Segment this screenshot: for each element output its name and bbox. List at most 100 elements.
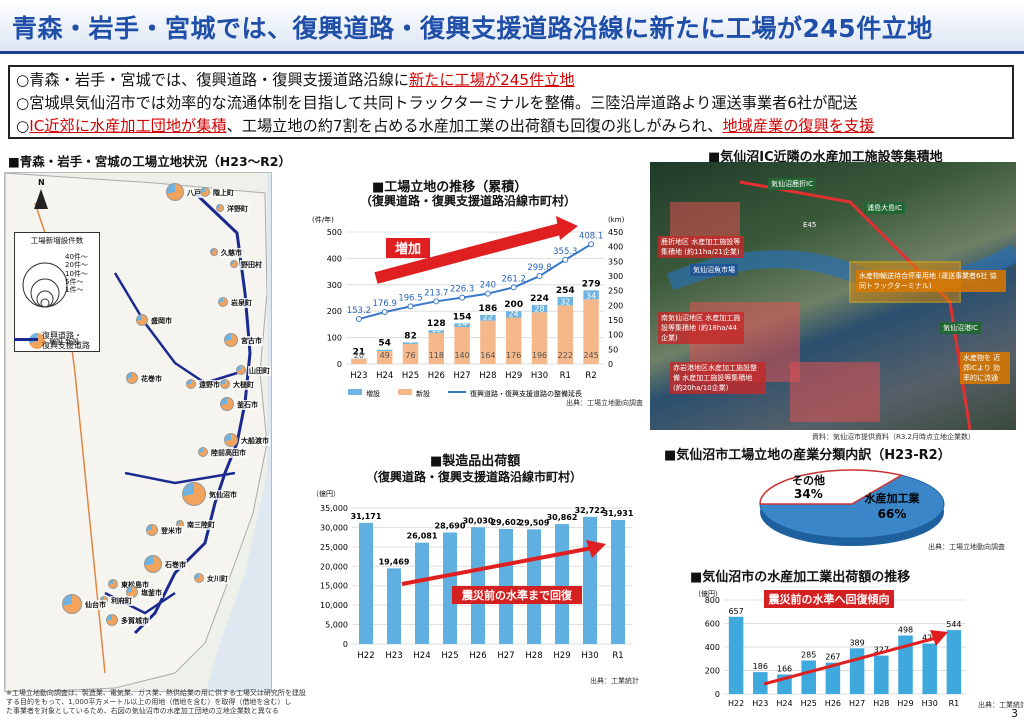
y-tick: 30,000	[320, 523, 348, 532]
y-tick: 15,000	[320, 582, 348, 591]
city-label: 塩釜市	[140, 588, 163, 598]
line-label: 408.1	[579, 231, 603, 241]
city-pie-icon	[224, 333, 238, 347]
x-tick: H29	[553, 651, 570, 661]
city-pie-icon	[220, 379, 230, 389]
city-label: 大船渡市	[240, 436, 270, 446]
photo-label: 水産物輸送待合停車用地 (運送事業者6社 協同トラックターミナル)	[856, 270, 1006, 292]
legend-swatch	[348, 389, 362, 395]
zousetsu-label: 34	[586, 291, 596, 300]
chart1-subheading: （復興道路・復興支援道路沿線市町村）	[360, 194, 577, 208]
y-tick: 200	[327, 307, 342, 316]
line-label: 261.2	[502, 274, 526, 284]
city-label: 南三陸町	[186, 520, 216, 530]
photo-label: 南気仙沼地区 水産加工施設等集積地 (約18ha/44企業)	[658, 312, 744, 344]
x-tick: H25	[801, 699, 817, 708]
city-pie-icon	[186, 379, 196, 389]
city-pie-icon	[216, 204, 224, 212]
legend-items: 40件～ 20件～ 10件～ 5件～ 1件～	[65, 253, 88, 294]
bar-label: 19,469	[379, 557, 410, 566]
line-point	[484, 290, 491, 297]
chart1-source: 出典：工場立地動向調査	[566, 399, 643, 407]
bar	[874, 655, 889, 694]
bar-label: 498	[898, 625, 913, 634]
chart2-heading: ■製造品出荷額	[430, 454, 521, 469]
zousetsu-label: 10	[431, 325, 441, 334]
line-point	[407, 303, 414, 310]
photo-label: 気仙沼港IC	[940, 322, 981, 334]
arrow-label-box	[386, 238, 430, 258]
bar-label: 32,722	[575, 506, 606, 515]
bar-zousetsu	[583, 290, 599, 300]
bar-shinsetsu	[376, 351, 393, 364]
total-label: 224	[530, 294, 549, 304]
legend-swatch	[398, 389, 412, 395]
line-label: 176.9	[373, 299, 397, 309]
city-pie-icon	[106, 614, 118, 626]
city-label: 陸前高田市	[210, 448, 247, 458]
city-label: 盛岡市	[150, 316, 173, 326]
photo-heading: ■気仙沼IC近隣の水産加工施設等集積地	[708, 150, 943, 165]
x-tick: H22	[728, 699, 744, 708]
city-pie-icon	[62, 594, 82, 614]
x-tick: H27	[849, 699, 865, 708]
line-point	[381, 309, 388, 316]
zousetsu-label: 5	[382, 343, 387, 352]
bar	[849, 648, 865, 694]
line-label: 196.5	[398, 293, 422, 303]
bar-label: 26,081	[407, 532, 438, 541]
x-tick: R2	[585, 371, 596, 381]
shinsetsu-label: 245	[583, 351, 598, 360]
footnote: た事業者を対象としているため、右図の気仙沼市の水産加工団地の立地企業数と異なる	[6, 707, 279, 715]
x-tick: H26	[428, 371, 445, 381]
chart2-subheading: （復興道路・復興支援道路沿線市町村）	[366, 470, 583, 484]
x-tick: H29	[897, 699, 913, 708]
city-label: 花巻市	[140, 374, 163, 384]
y-tick: 300	[327, 281, 342, 290]
arrow-label: 震災前の水準へ回復傾向	[768, 592, 890, 606]
x-tick: H28	[525, 651, 542, 661]
city-label: 階上町	[212, 188, 235, 198]
city-label: 岩泉町	[230, 298, 253, 308]
x-tick: H22	[357, 651, 374, 661]
bar	[801, 660, 816, 694]
bar	[415, 542, 429, 644]
bar	[611, 519, 625, 644]
road-coastal	[133, 191, 252, 635]
city-pie-icon	[198, 447, 208, 457]
zousetsu-label: 32	[560, 297, 570, 306]
city-pie-icon	[236, 365, 246, 375]
bar	[359, 522, 373, 644]
chart4-source: 出典：工業統計	[978, 701, 1024, 709]
city-pie-icon	[182, 482, 206, 506]
y-tick: 20,000	[320, 562, 348, 571]
legend-item: 5件～	[65, 277, 84, 286]
city-label: 野田村	[240, 260, 263, 270]
y-tick: 200	[705, 667, 720, 676]
x-tick: H30	[531, 371, 548, 381]
legend-circles	[22, 262, 68, 308]
x-tick: H27	[497, 651, 514, 661]
x-tick: H26	[469, 651, 486, 661]
line-point	[433, 298, 440, 305]
city-pie-icon	[210, 248, 218, 256]
bar	[583, 516, 597, 644]
shinsetsu-label: 164	[480, 351, 495, 360]
bar-label: 28,690	[435, 522, 466, 531]
legend-label: 新設	[416, 389, 430, 398]
bar-shinsetsu	[531, 312, 548, 364]
bar-label: 30,862	[547, 513, 578, 522]
city-label: 大槌町	[232, 380, 255, 390]
x-tick: H27	[453, 371, 470, 381]
city-pie-icon	[224, 433, 238, 447]
city-pie-icon	[218, 297, 228, 307]
bar	[898, 635, 913, 694]
legend-item: 20件～	[65, 261, 88, 270]
x-tick: H23	[385, 651, 402, 661]
legend-item: 10件～	[65, 269, 88, 278]
bar-label: 29,509	[519, 518, 550, 527]
y-unit: （億円）	[694, 589, 722, 598]
city-label: 宮古市	[240, 336, 263, 346]
zousetsu-label: 28	[534, 304, 544, 313]
bar-label: 186	[753, 662, 768, 671]
